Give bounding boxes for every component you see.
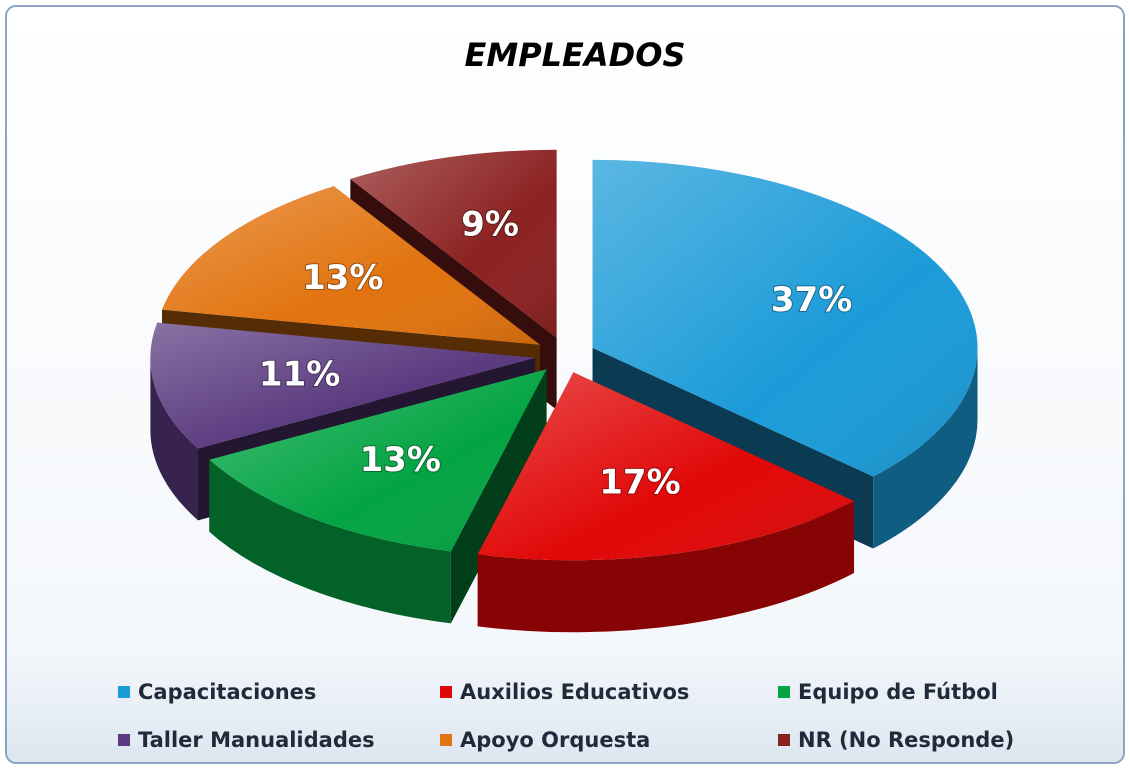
slice-wall	[477, 500, 855, 633]
slice-label: 13%	[302, 258, 383, 298]
legend-label: Equipo de Fútbol	[798, 680, 998, 704]
slice-shine	[162, 186, 541, 345]
slice-wall	[873, 347, 978, 549]
pie: 9% 13% 37% 11% 13% 17%	[150, 149, 978, 633]
legend: Capacitaciones Auxilios Educativos Equipo …	[118, 680, 1014, 752]
pie-slice: 13%	[209, 369, 547, 624]
legend-label: NR (No Responde)	[798, 728, 1014, 752]
legend-swatch	[118, 734, 130, 746]
slice-shine	[209, 369, 547, 552]
legend-swatch	[778, 686, 790, 698]
slice-wall	[150, 357, 198, 521]
legend-swatch	[778, 734, 790, 746]
slice-side-face	[450, 369, 547, 624]
slice-label: 11%	[259, 355, 340, 395]
legend-label: Apoyo Orquesta	[460, 728, 650, 752]
slice-wall	[209, 459, 451, 624]
slice-shine	[592, 159, 978, 477]
slice-shine	[150, 322, 536, 449]
legend-label: Auxilios Educativos	[460, 680, 689, 704]
legend-swatch	[440, 734, 452, 746]
chart-title: EMPLEADOS	[465, 36, 686, 74]
pie-slice: 17%	[477, 372, 855, 633]
legend-label: Taller Manualidades	[138, 728, 375, 752]
legend-swatch	[440, 686, 452, 698]
legend-label: Capacitaciones	[138, 680, 316, 704]
slice-label: 9%	[461, 204, 519, 244]
slice-label: 37%	[771, 280, 852, 320]
slice-shine	[477, 372, 855, 561]
slice-label: 13%	[360, 440, 441, 480]
slice-label: 17%	[599, 463, 680, 503]
slice-shine	[350, 149, 557, 338]
legend-swatch	[118, 686, 130, 698]
